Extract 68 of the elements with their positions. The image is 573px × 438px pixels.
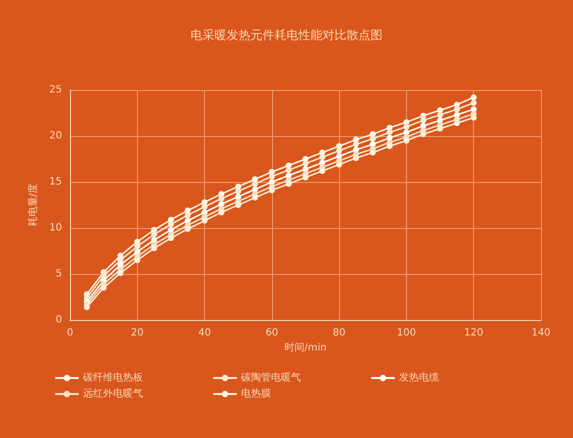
- legend-label: 发热电缆: [399, 372, 439, 384]
- y-tick-label: 25: [49, 84, 62, 96]
- y-tick-label: 15: [49, 176, 62, 188]
- x-tick-label: 20: [130, 328, 144, 338]
- point: [302, 174, 308, 180]
- point: [134, 243, 140, 250]
- point: [151, 245, 158, 252]
- point: [268, 173, 275, 180]
- point: [218, 209, 224, 216]
- point: [336, 148, 342, 154]
- point: [184, 226, 191, 232]
- point: [268, 187, 275, 194]
- point: [319, 168, 326, 174]
- legend-label: 远红外电暖气: [83, 388, 143, 400]
- point: [403, 138, 410, 144]
- point: [168, 221, 174, 228]
- point: [218, 196, 224, 202]
- point: [134, 257, 140, 264]
- point: [286, 180, 292, 187]
- point: [202, 218, 208, 224]
- legend-label: 电热膜: [241, 388, 271, 400]
- point: [235, 188, 242, 194]
- point: [370, 136, 376, 142]
- point: [386, 143, 393, 150]
- point: [403, 124, 410, 130]
- point: [252, 180, 258, 187]
- x-tick-label: 40: [198, 328, 211, 338]
- point: [352, 141, 359, 148]
- point: [352, 155, 359, 162]
- point: [151, 231, 158, 238]
- point: [336, 162, 342, 168]
- legend-label: 碳陶管电暖气: [240, 372, 301, 384]
- x-tick-label: 140: [531, 328, 551, 338]
- point: [437, 112, 444, 118]
- legend-label: 碳纤维电热板: [82, 372, 143, 384]
- point: [470, 94, 477, 100]
- x-tick-label: 60: [265, 328, 278, 338]
- point: [184, 212, 191, 218]
- point: [117, 270, 124, 276]
- point: [454, 106, 460, 112]
- point: [235, 202, 242, 208]
- point: [319, 154, 326, 160]
- y-axis-title: 耗电量/度: [26, 183, 39, 227]
- point: [286, 167, 292, 174]
- point: [252, 194, 258, 201]
- x-axis-title: 时间/min: [284, 341, 327, 354]
- point: [420, 117, 426, 124]
- y-tick-label: 10: [49, 222, 62, 234]
- point: [386, 129, 393, 136]
- point: [454, 120, 460, 126]
- point: [302, 160, 308, 167]
- y-tick-label: 20: [49, 130, 62, 142]
- point: [84, 304, 90, 310]
- chart-title: 电采暖发热元件耗电性能对比散点图: [190, 28, 382, 42]
- point: [437, 126, 444, 132]
- x-tick-label: 0: [66, 328, 74, 338]
- point: [470, 100, 477, 106]
- x-tick-label: 100: [396, 328, 416, 338]
- x-tick-label: 80: [332, 328, 346, 338]
- point: [100, 284, 107, 291]
- point: [168, 235, 174, 242]
- x-tick-label: 120: [464, 328, 484, 338]
- point: [370, 150, 376, 156]
- point: [420, 131, 426, 138]
- y-tick-label: 0: [56, 314, 62, 326]
- point: [470, 114, 477, 121]
- point: [202, 204, 208, 210]
- y-tick-label: 5: [56, 268, 62, 280]
